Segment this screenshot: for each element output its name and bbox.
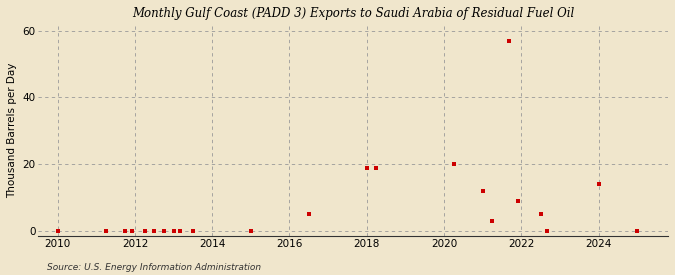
Point: [139, 229, 150, 233]
Point: [120, 229, 131, 233]
Point: [448, 162, 459, 166]
Point: [535, 212, 546, 216]
Point: [487, 219, 497, 223]
Point: [246, 229, 256, 233]
Point: [159, 229, 169, 233]
Point: [632, 229, 643, 233]
Point: [101, 229, 111, 233]
Point: [126, 229, 137, 233]
Point: [149, 229, 160, 233]
Point: [361, 165, 372, 170]
Point: [503, 39, 514, 43]
Point: [371, 165, 382, 170]
Point: [513, 199, 524, 203]
Text: Source: U.S. Energy Information Administration: Source: U.S. Energy Information Administ…: [47, 263, 261, 272]
Title: Monthly Gulf Coast (PADD 3) Exports to Saudi Arabia of Residual Fuel Oil: Monthly Gulf Coast (PADD 3) Exports to S…: [132, 7, 574, 20]
Point: [175, 229, 186, 233]
Point: [593, 182, 604, 186]
Point: [477, 189, 488, 193]
Y-axis label: Thousand Barrels per Day: Thousand Barrels per Day: [7, 62, 17, 198]
Point: [168, 229, 179, 233]
Point: [188, 229, 198, 233]
Point: [542, 229, 553, 233]
Point: [53, 229, 63, 233]
Point: [303, 212, 314, 216]
